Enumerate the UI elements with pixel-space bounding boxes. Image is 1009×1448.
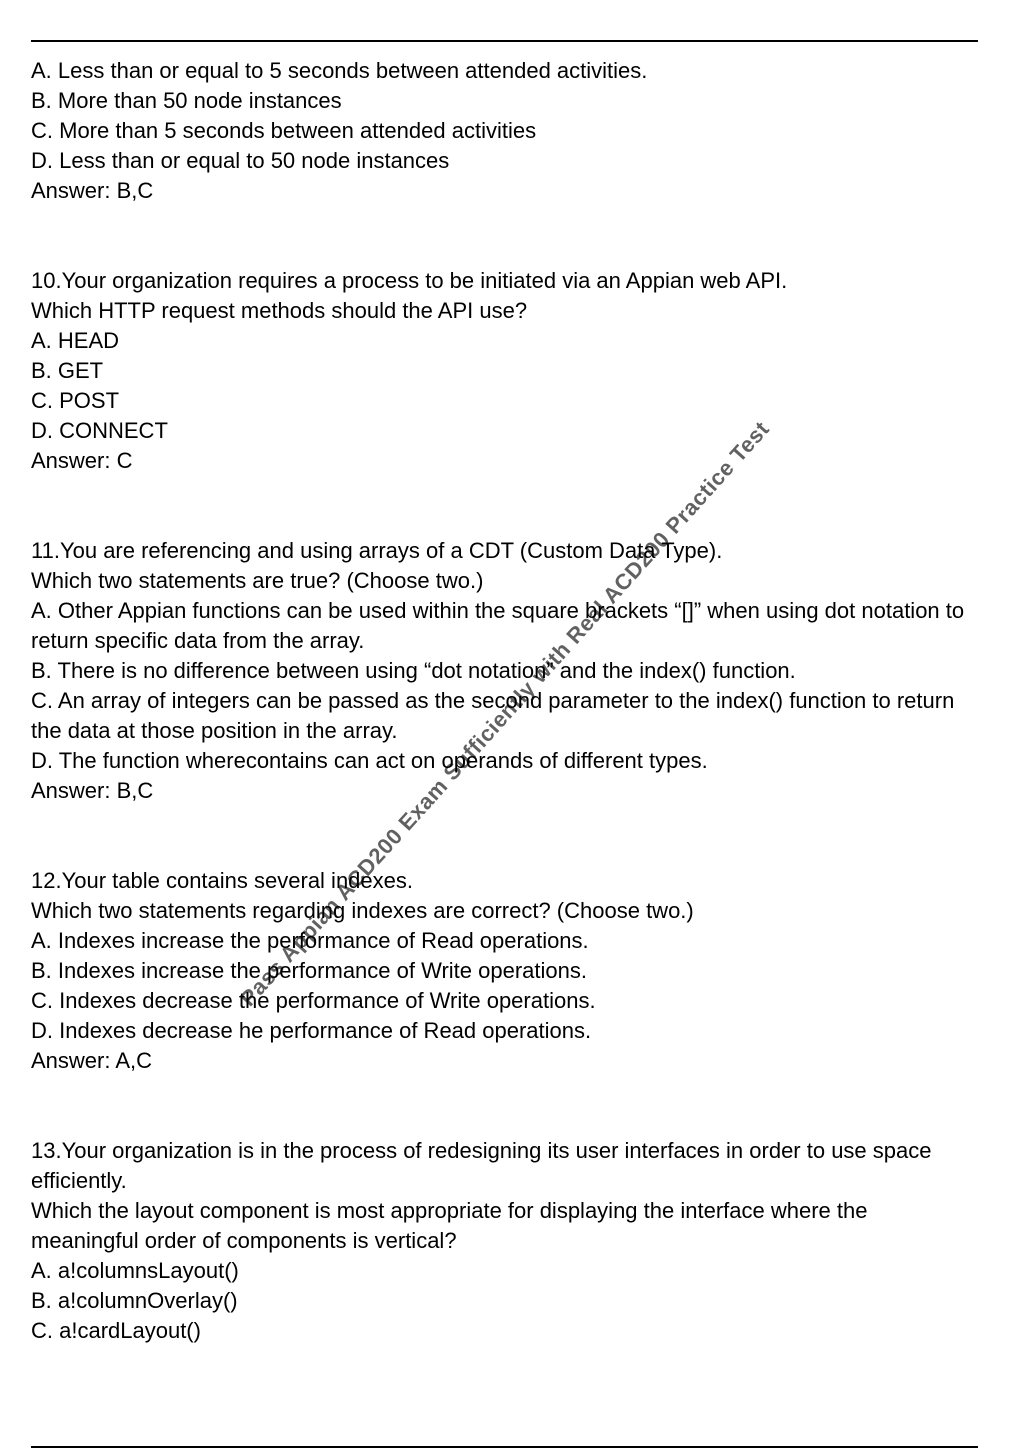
q12-option-c: C. Indexes decrease the performance of W…: [31, 986, 978, 1016]
q13-stem-2: Which the layout component is most appro…: [31, 1196, 978, 1256]
q12-option-b: B. Indexes increase the performance of W…: [31, 956, 978, 986]
q12-stem-1: 12.Your table contains several indexes.: [31, 866, 978, 896]
q9-option-c: C. More than 5 seconds between attended …: [31, 116, 978, 146]
q11-stem-2: Which two statements are true? (Choose t…: [31, 566, 978, 596]
q10-answer: Answer: C: [31, 446, 978, 476]
q11-option-c: C. An array of integers can be passed as…: [31, 686, 978, 746]
q10-option-b: B. GET: [31, 356, 978, 386]
q10-option-a: A. HEAD: [31, 326, 978, 356]
q13-stem-1: 13.Your organization is in the process o…: [31, 1136, 978, 1196]
q10-stem-1: 10.Your organization requires a process …: [31, 266, 978, 296]
q11-answer: Answer: B,C: [31, 776, 978, 806]
q10-stem-2: Which HTTP request methods should the AP…: [31, 296, 978, 326]
q9-option-b: B. More than 50 node instances: [31, 86, 978, 116]
q12-answer: Answer: A,C: [31, 1046, 978, 1076]
q13-option-c: C. a!cardLayout(): [31, 1316, 978, 1346]
q9-answer: Answer: B,C: [31, 176, 978, 206]
page-content: A. Less than or equal to 5 seconds betwe…: [31, 40, 978, 1448]
q12-option-d: D. Indexes decrease he performance of Re…: [31, 1016, 978, 1046]
q11-stem-1: 11.You are referencing and using arrays …: [31, 536, 978, 566]
q10-option-c: C. POST: [31, 386, 978, 416]
q10-option-d: D. CONNECT: [31, 416, 978, 446]
q9-option-a: A. Less than or equal to 5 seconds betwe…: [31, 56, 978, 86]
q12-option-a: A. Indexes increase the performance of R…: [31, 926, 978, 956]
q11-option-b: B. There is no difference between using …: [31, 656, 978, 686]
q13-option-a: A. a!columnsLayout(): [31, 1256, 978, 1286]
q13-option-b: B. a!columnOverlay(): [31, 1286, 978, 1316]
q9-option-d: D. Less than or equal to 50 node instanc…: [31, 146, 978, 176]
q11-option-a: A. Other Appian functions can be used wi…: [31, 596, 978, 656]
q11-option-d: D. The function wherecontains can act on…: [31, 746, 978, 776]
q12-stem-2: Which two statements regarding indexes a…: [31, 896, 978, 926]
